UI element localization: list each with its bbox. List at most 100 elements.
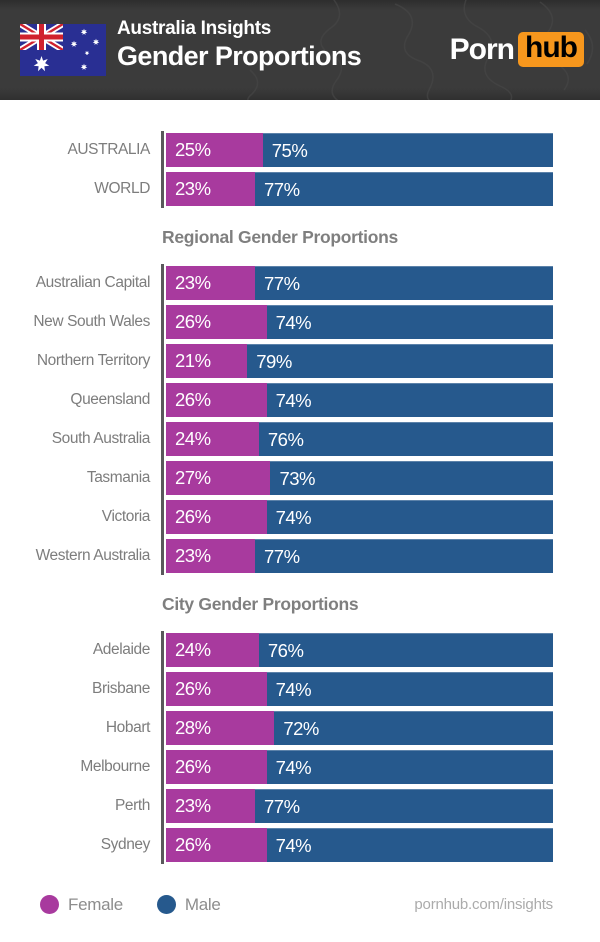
- stacked-bar: 23% 77%: [166, 172, 553, 206]
- row-label: Northern Territory: [36, 352, 151, 369]
- male-bar-segment: 74%: [266, 672, 553, 706]
- stacked-bar: 25% 75%: [166, 133, 553, 167]
- male-bar-segment: 74%: [266, 305, 553, 339]
- female-bar-segment: 24%: [166, 633, 259, 667]
- regional-bar-group: Australian Capital 23% 77% New South Wales 2…: [0, 264, 600, 575]
- female-bar-segment: 26%: [166, 672, 267, 706]
- female-bar-segment: 28%: [166, 711, 275, 745]
- stacked-bar: 26% 74%: [166, 383, 553, 417]
- bar-row: South Australia 24% 76%: [0, 422, 600, 456]
- row-label: Sydney: [100, 836, 151, 853]
- female-bar-segment: 26%: [166, 828, 267, 862]
- female-bar-segment: 26%: [166, 305, 267, 339]
- male-bar-segment: 77%: [255, 172, 553, 206]
- male-bar-segment: 72%: [274, 711, 553, 745]
- female-bar-segment: 23%: [166, 172, 255, 206]
- row-label: Queensland: [70, 391, 150, 408]
- row-label: Australian Capital: [35, 274, 151, 291]
- male-bar-segment: 73%: [270, 461, 553, 495]
- insights-title: Australia Insights: [117, 18, 272, 39]
- world-map-background: [247, 0, 594, 100]
- female-bar-segment: 21%: [166, 344, 248, 378]
- city-section-heading: City Gender Proportions: [162, 594, 359, 614]
- row-label: New South Wales: [33, 313, 150, 330]
- female-bar-segment: 27%: [166, 461, 271, 495]
- bar-row: Tasmania 27% 73%: [0, 461, 600, 495]
- female-bar-segment: 23%: [166, 539, 255, 573]
- page-title: Gender Proportions: [117, 40, 362, 71]
- city-bar-group: Adelaide 24% 76% Brisbane 26% 74% Hobart 28% 72%…: [0, 631, 600, 864]
- logo-text-hub: hub: [518, 32, 584, 67]
- legend-item-female: Female: [40, 895, 123, 915]
- male-bar-segment: 79%: [247, 344, 553, 378]
- stacked-bar: 26% 74%: [166, 672, 553, 706]
- male-bar-segment: 74%: [266, 500, 553, 534]
- australian-flag: [20, 24, 106, 76]
- bar-row: Hobart 28% 72%: [0, 711, 600, 745]
- stacked-bar: 27% 73%: [166, 461, 553, 495]
- legend-item-male: Male: [156, 894, 221, 915]
- legend-label-female: Female: [68, 894, 123, 914]
- row-label: Hobart: [105, 719, 151, 736]
- stacked-bar: 23% 77%: [166, 266, 553, 300]
- bar-row: Sydney 26% 74%: [0, 828, 600, 862]
- header-titles: Australia Insights Gender Proportions: [117, 18, 362, 72]
- row-label: WORLD: [94, 180, 150, 197]
- logo-text-porn: Porn: [449, 32, 515, 66]
- stacked-bar: 24% 76%: [166, 422, 553, 456]
- female-bar-segment: 23%: [166, 266, 255, 300]
- female-bar-segment: 23%: [166, 789, 255, 823]
- bar-row: Brisbane 26% 74%: [0, 672, 600, 706]
- male-bar-segment: 74%: [266, 828, 553, 862]
- male-legend-dot: [156, 895, 176, 914]
- male-bar-segment: 77%: [255, 539, 553, 573]
- female-bar-segment: 26%: [166, 383, 267, 417]
- bar-row: Queensland 26% 74%: [0, 383, 600, 417]
- row-label: Brisbane: [92, 680, 150, 697]
- stacked-bar: 23% 77%: [166, 789, 553, 823]
- regional-section-heading: Regional Gender Proportions: [162, 227, 398, 247]
- stacked-bar: 24% 76%: [166, 633, 553, 667]
- bar-row: Western Australia 23% 77%: [0, 539, 600, 573]
- stacked-bar: 26% 74%: [166, 828, 553, 862]
- bar-row: Australian Capital 23% 77%: [0, 266, 600, 300]
- row-label: Tasmania: [86, 469, 151, 486]
- bar-row: WORLD 23% 77%: [0, 172, 600, 206]
- row-label: Adelaide: [92, 641, 151, 658]
- male-bar-segment: 76%: [258, 633, 553, 667]
- bar-row: AUSTRALIA 25% 75%: [0, 133, 600, 167]
- bar-row: New South Wales 26% 74%: [0, 305, 600, 339]
- row-label: Perth: [114, 797, 150, 814]
- row-label: Victoria: [101, 508, 151, 525]
- stacked-bar: 23% 77%: [166, 539, 553, 573]
- chart-area: AUSTRALIA 25% 75% WORLD 23% 77% Regional Gend…: [0, 100, 600, 864]
- insights-url: pornhub.com/insights: [414, 896, 553, 913]
- male-bar-segment: 75%: [262, 133, 553, 167]
- legend: Female Male pornhub.com/insights: [0, 894, 600, 915]
- row-label: AUSTRALIA: [67, 141, 150, 158]
- row-label: Western Australia: [35, 547, 151, 564]
- row-label: Melbourne: [80, 758, 150, 775]
- stacked-bar: 28% 72%: [166, 711, 553, 745]
- stacked-bar: 21% 79%: [166, 344, 553, 378]
- male-bar-segment: 77%: [255, 266, 553, 300]
- stacked-bar: 26% 74%: [166, 305, 553, 339]
- male-bar-segment: 77%: [255, 789, 553, 823]
- male-bar-segment: 74%: [266, 383, 553, 417]
- female-bar-segment: 25%: [166, 133, 263, 167]
- header-banner: Australia Insights Gender Proportions Po…: [0, 0, 600, 100]
- bar-row: Northern Territory 21% 79%: [0, 344, 600, 378]
- national-bar-group: AUSTRALIA 25% 75% WORLD 23% 77%: [0, 131, 600, 208]
- bar-row: Adelaide 24% 76%: [0, 633, 600, 667]
- female-bar-segment: 26%: [166, 750, 267, 784]
- female-bar-segment: 24%: [166, 422, 259, 456]
- bar-row: Victoria 26% 74%: [0, 500, 600, 534]
- legend-label-male: Male: [184, 894, 221, 914]
- pornhub-logo: Porn hub: [450, 32, 584, 67]
- bar-row: Melbourne 26% 74%: [0, 750, 600, 784]
- female-bar-segment: 26%: [166, 500, 267, 534]
- stacked-bar: 26% 74%: [166, 750, 553, 784]
- stacked-bar: 26% 74%: [166, 500, 553, 534]
- female-legend-dot: [40, 895, 59, 914]
- bar-row: Perth 23% 77%: [0, 789, 600, 823]
